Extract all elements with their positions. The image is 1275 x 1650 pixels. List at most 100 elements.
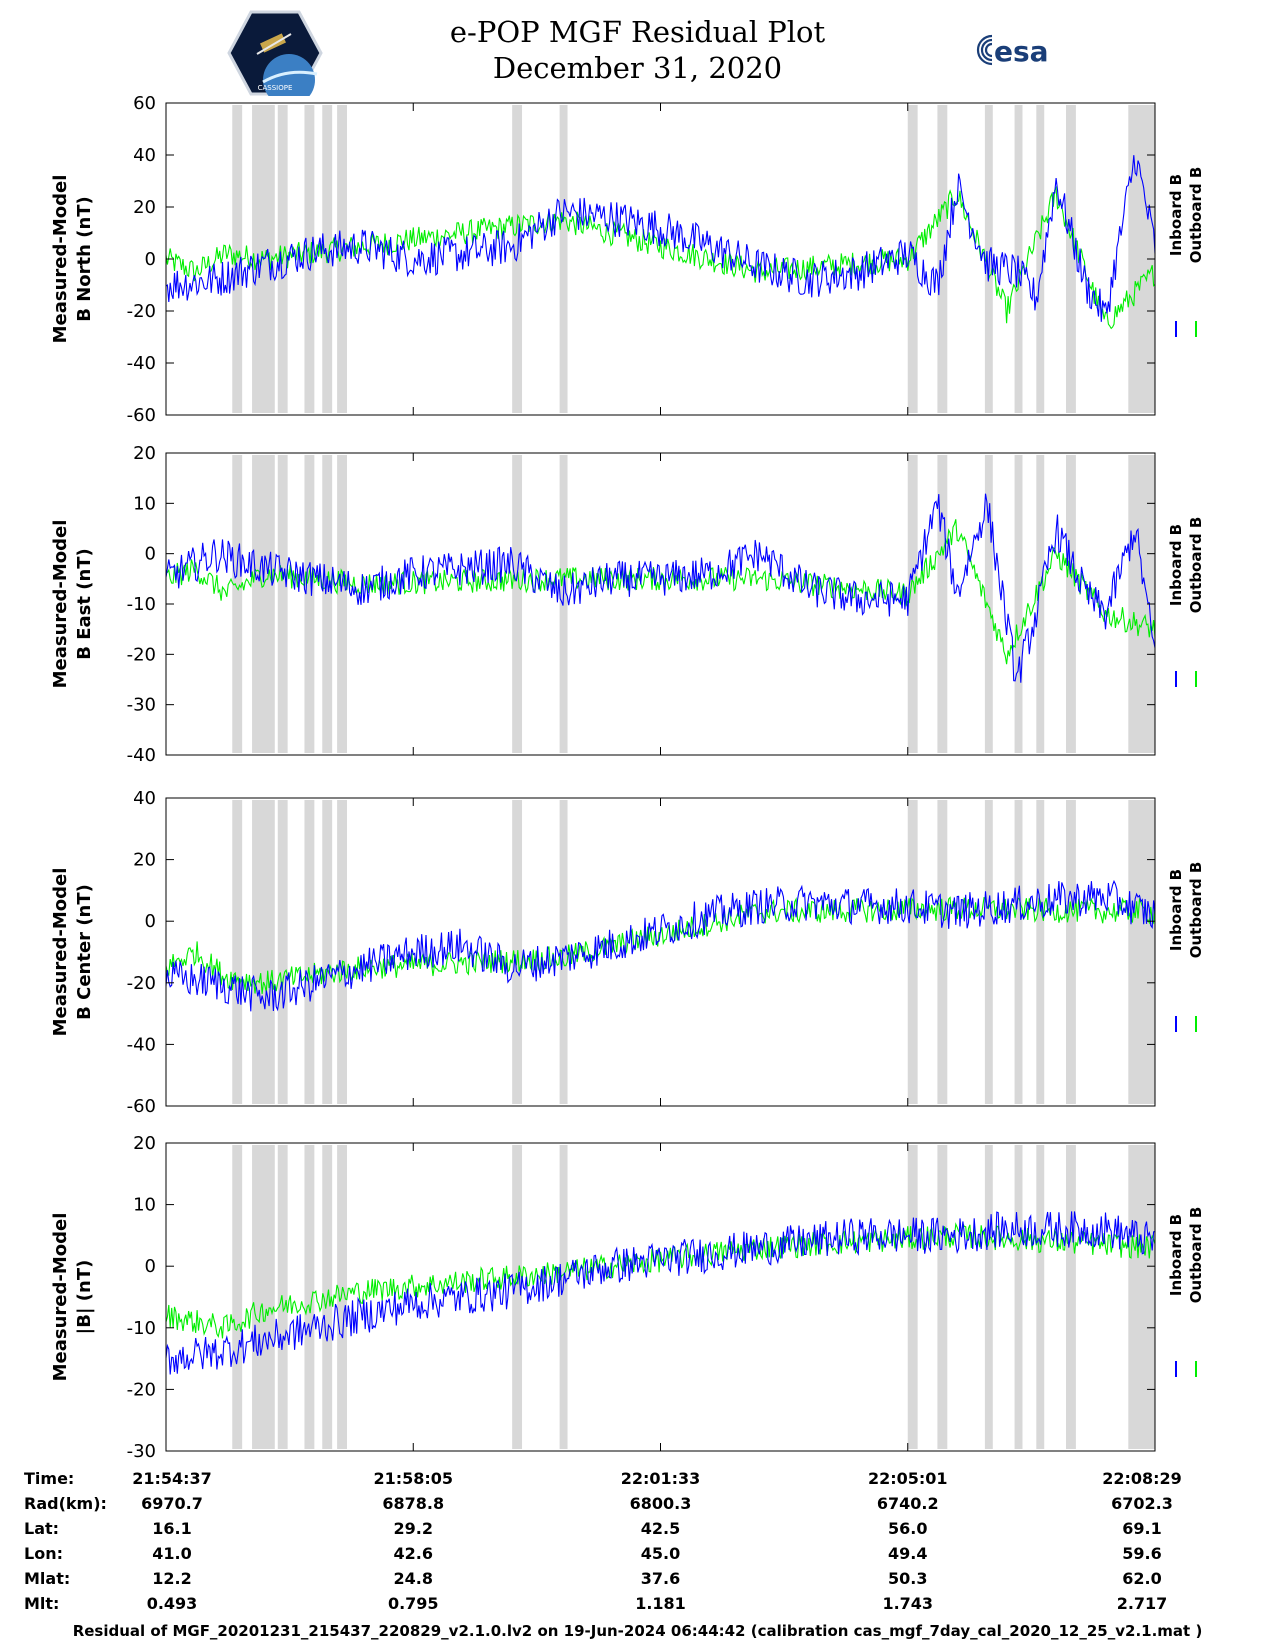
y-tick-label: -20 [127,973,156,994]
y-tick-label: -40 [127,353,156,374]
data-gap-band [559,1145,568,1449]
data-gap-band [512,455,523,753]
data-gap-band [1036,455,1045,753]
table-row-label: Rad(km): [24,1494,107,1513]
y-axis-label-line: B Center (nT) [74,884,95,1020]
data-gap-band [232,800,243,1104]
y-axis-label-line: B East (nT) [74,548,95,660]
y-axis-label: Measured-Model B East (nT) [50,520,95,689]
data-gap-band [337,800,347,1104]
data-gap-band [1065,1145,1076,1449]
data-gap-band [559,800,568,1104]
table-cell: 6878.8 [382,1494,444,1513]
series-line-inboard [165,879,1156,1012]
table-cell: 22:08:29 [1102,1469,1182,1488]
y-tick-label: -30 [127,695,156,716]
y-tick-label: 40 [133,788,156,809]
y-axis-label-line: Measured-Model [50,520,71,689]
data-gap-band [337,455,347,753]
esa-logo-icon: esa [976,34,1049,68]
data-gap-band [252,455,275,753]
table-cell: 12.2 [152,1569,191,1588]
data-gap-band [304,1145,315,1449]
data-gap-band [232,105,243,413]
data-gap-band [1014,800,1023,1104]
table-cell: 41.0 [152,1544,191,1563]
table-row-label: Time: [24,1469,74,1488]
data-gap-band [252,800,275,1104]
data-gap-band [907,800,918,1104]
y-tick-label: -30 [127,1441,156,1462]
chart-title: e-POP MGF Residual Plot December 31, 202… [0,14,1275,86]
table-cell: 49.4 [888,1544,927,1563]
title-line-2: December 31, 2020 [492,51,783,85]
table-cell: 42.6 [394,1544,433,1563]
legend-label-inboard: Inboard B [1167,524,1185,606]
data-gap-band [907,105,918,413]
data-gap-band [937,455,948,753]
table-cell: 37.6 [641,1569,680,1588]
y-axis-label: Measured-Model B North (nT) [50,175,95,344]
y-tick-label: 0 [145,911,156,932]
data-gap-band [559,105,568,413]
data-gap-band [984,1145,993,1449]
data-gap-band [322,455,333,753]
data-gap-band [907,1145,918,1449]
series-line-outboard [165,185,1156,330]
data-gap-band [277,455,288,753]
y-tick-label: -20 [127,644,156,665]
y-tick-label: 10 [133,493,156,514]
data-gap-band [1128,1145,1155,1449]
data-gap-band [304,455,315,753]
data-gap-band [1065,800,1076,1104]
y-tick-label: -20 [127,1379,156,1400]
y-axis-label-line: Measured-Model [50,1213,71,1382]
table-cell: 21:54:37 [132,1469,212,1488]
y-tick-label: -20 [127,301,156,322]
y-tick-label: 0 [145,544,156,565]
series-line-inboard [165,1211,1156,1375]
data-gap-band [937,800,948,1104]
table-cell: 45.0 [641,1544,680,1563]
series-line-inboard [165,155,1156,322]
table-cell: 1.743 [882,1594,933,1613]
panel-3: -60 -40 -20 0 20 40 Measured-Model B Center (nT… [50,788,1205,1117]
legend-label-outboard: Outboard B [1187,517,1205,614]
panel-2: -40 -30 -20 -10 0 10 20 Measured-Model B East (n… [50,443,1205,766]
y-axis-label: Measured-Model B Center (nT) [50,868,95,1037]
data-gap-band [984,800,993,1104]
table-cell: 50.3 [888,1569,927,1588]
table-cell: 29.2 [394,1519,433,1538]
panel-4: -30 -20 -10 0 10 20 Measured-Model |B| (nT) Inbo… [50,1133,1205,1462]
data-gap-band [1036,1145,1045,1449]
data-gap-band [277,800,288,1104]
data-gap-band [907,455,918,753]
data-gap-band [1128,800,1155,1104]
table-cell: 6970.7 [141,1494,203,1513]
y-axis-label-line: Measured-Model [50,868,71,1037]
table-cell: 56.0 [888,1519,927,1538]
series-line-inboard [165,493,1156,683]
y-axis-label-line: |B| (nT) [74,1260,95,1335]
data-gap-band [1036,800,1045,1104]
table-cell: 59.6 [1122,1544,1161,1563]
y-tick-label: -60 [127,405,156,426]
y-tick-label: -10 [127,1318,156,1339]
data-gap-band [304,800,315,1104]
table-cell: 62.0 [1122,1569,1161,1588]
table-cell: 2.717 [1117,1594,1168,1613]
table-cell: 21:58:05 [373,1469,453,1488]
title-line-1: e-POP MGF Residual Plot [449,15,826,49]
legend-label-outboard: Outboard B [1187,1207,1205,1304]
data-gap-band [1014,1145,1023,1449]
y-tick-label: -40 [127,1034,156,1055]
table-row-label: Lon: [24,1544,63,1563]
legend-label-outboard: Outboard B [1187,167,1205,264]
table-cell: 22:05:01 [868,1469,948,1488]
ephemeris-table: Time: 21:54:37 21:58:05 22:01:33 22:05:01 22:… [24,1469,1182,1613]
data-gap-band [1065,105,1076,413]
legend-label-inboard: Inboard B [1167,1214,1185,1296]
legend-label-inboard: Inboard B [1167,869,1185,951]
table-cell: 6800.3 [630,1494,692,1513]
